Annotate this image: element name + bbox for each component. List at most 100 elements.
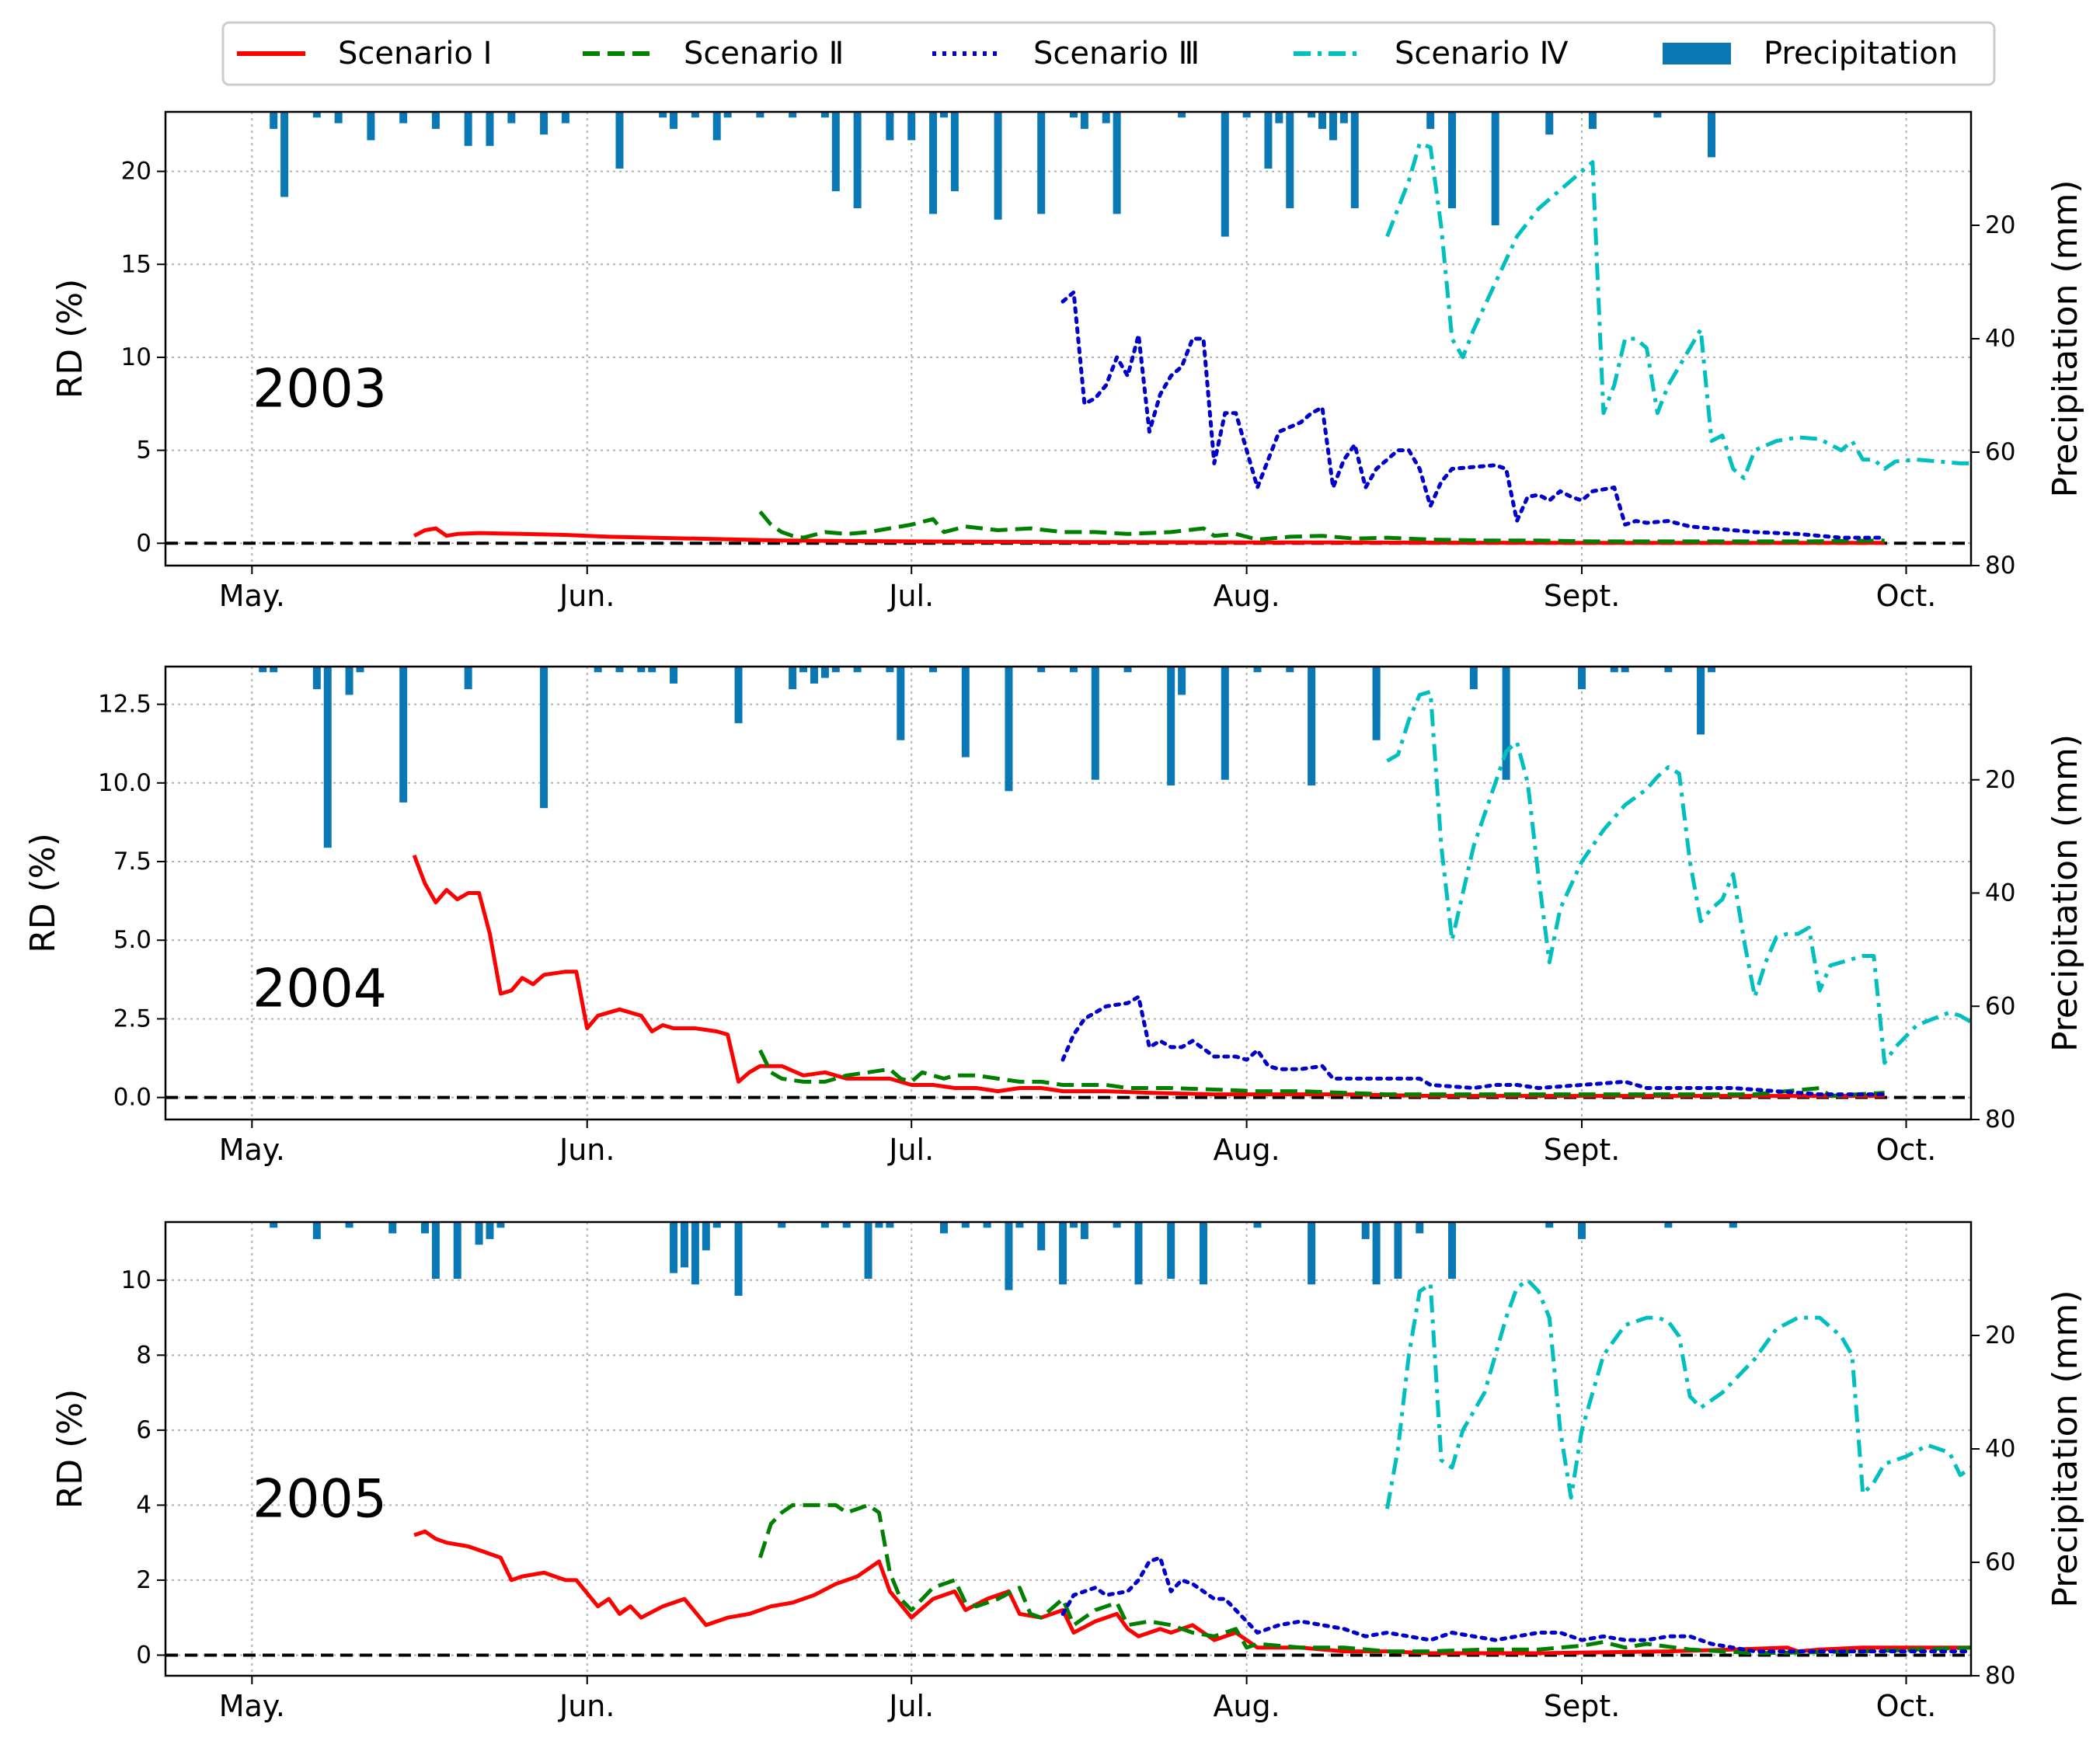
precip-bar: [1069, 1222, 1078, 1228]
precip-bar: [270, 112, 278, 129]
precip-bar: [929, 667, 938, 673]
precip-bar: [1221, 112, 1229, 237]
precip-bar: [778, 1222, 786, 1228]
precip-bar: [1102, 112, 1110, 124]
precip-bar: [540, 112, 549, 135]
precip-bar: [464, 112, 472, 146]
x-tick-label: May.: [219, 1689, 285, 1723]
precip-bar: [1037, 667, 1046, 673]
y2-tick-label: 60: [1985, 1548, 2015, 1576]
precip-bar: [1318, 112, 1327, 129]
legend: Scenario Ⅰ Scenario Ⅱ Scenario Ⅲ Scenario Ⅳ…: [221, 21, 1996, 86]
y2-tick-label: 80: [1985, 1662, 2015, 1690]
precip-bar: [1275, 112, 1283, 124]
precip-bar: [734, 667, 743, 723]
precip-bar: [712, 1222, 721, 1228]
precip-bar: [1080, 112, 1088, 129]
precip-bar: [734, 1222, 743, 1296]
precip-bar: [312, 112, 321, 118]
y2-tick-label: 20: [1985, 766, 2015, 794]
precip-bar: [270, 1222, 278, 1228]
plot-area: [165, 667, 1971, 1099]
precip-bar: [453, 1222, 461, 1279]
precip-bar: [1329, 112, 1337, 141]
precip-bar: [1502, 667, 1510, 780]
precip-bar: [431, 112, 440, 129]
precip-bar: [1339, 112, 1348, 124]
y-tick-label: 6: [136, 1416, 151, 1444]
precip-bar: [388, 1222, 397, 1234]
precip-bar: [853, 667, 862, 673]
precip-bar: [1588, 112, 1597, 118]
precip-bar: [1069, 667, 1078, 673]
precip-bar: [897, 667, 905, 740]
precip-bar: [1361, 1222, 1370, 1239]
precip-bar: [1545, 112, 1554, 135]
y-tick-label: 7.5: [113, 848, 151, 876]
precip-bar: [1167, 1222, 1175, 1279]
precip-bar: [961, 1222, 970, 1228]
precip-bar: [1113, 112, 1121, 214]
x-tick-label: Jun.: [558, 1689, 615, 1723]
plot-area: [165, 1222, 1971, 1657]
series-s3-line: [1060, 994, 1887, 1097]
y2-tick-label: 20: [1985, 211, 2015, 239]
year-label: 2003: [252, 359, 387, 420]
legend-label-s4: Scenario Ⅳ: [1395, 36, 1569, 71]
y2-axis-label: Precipitation (mm): [2046, 1290, 2085, 1607]
precip-bar: [820, 1222, 829, 1228]
plot-area: [165, 112, 1971, 545]
precip-bar: [399, 667, 408, 803]
precip-bar: [1167, 667, 1175, 786]
y-tick-label: 0: [136, 1641, 151, 1669]
precip-bar: [367, 112, 375, 141]
precip-bar: [1308, 667, 1316, 786]
x-tick-label: Aug.: [1213, 1133, 1280, 1167]
precip-bar: [670, 1222, 678, 1273]
precip-bar: [486, 112, 494, 146]
precip-bar: [939, 1222, 948, 1234]
precip-bar: [270, 667, 278, 673]
precip-bar: [1069, 112, 1078, 118]
precip-bar: [280, 112, 289, 197]
precip-bar: [1664, 667, 1673, 673]
y-tick-label: 10.0: [98, 769, 151, 797]
precip-bar: [420, 1222, 429, 1234]
precip-bar: [659, 112, 667, 118]
precip-bar: [799, 667, 808, 673]
precip-bar: [1664, 1222, 1673, 1228]
precip-bar: [1134, 1222, 1143, 1285]
precip-bar: [1469, 667, 1478, 690]
precip-bar: [312, 1222, 321, 1239]
precip-bar: [886, 1222, 894, 1228]
series-s4-line: [1385, 1278, 1971, 1509]
precip-bar: [1708, 112, 1716, 158]
x-tick-label: Oct.: [1876, 1133, 1937, 1167]
precip-bar: [1372, 667, 1381, 740]
series-s1-line: [413, 1529, 1971, 1656]
precip-bar: [712, 112, 721, 141]
precip-bar: [853, 112, 862, 209]
precip-bar: [431, 112, 440, 118]
y2-tick-label: 40: [1985, 325, 2015, 353]
precip-bar: [670, 667, 678, 684]
x-tick-label: Sept.: [1544, 1133, 1621, 1167]
x-tick-label: Aug.: [1213, 1689, 1280, 1723]
precip-bar: [1286, 112, 1294, 209]
precip-bar: [756, 112, 764, 118]
precip-bar: [561, 112, 569, 124]
precip-bar: [1091, 667, 1099, 780]
y-tick-label: 10: [121, 343, 151, 371]
precip-bar: [1448, 1222, 1457, 1279]
y-tick-label: 2.5: [113, 1005, 151, 1032]
precip-bar: [691, 112, 699, 118]
precip-bar: [1123, 667, 1132, 673]
y-tick-label: 4: [136, 1491, 151, 1519]
precip-bar: [875, 1222, 883, 1228]
precip-bar: [961, 667, 970, 757]
precip-bar: [1178, 667, 1186, 695]
precip-bar: [831, 112, 840, 192]
precip-bar: [1005, 1222, 1013, 1290]
